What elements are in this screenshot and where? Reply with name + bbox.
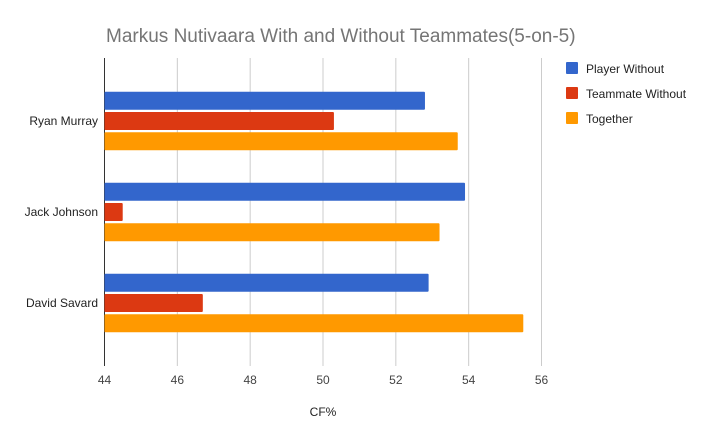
x-axis-label: CF% [310,405,337,419]
x-tick-label: 48 [243,373,257,387]
category-label: David Savard [26,296,98,310]
bar-teammate-without[interactable] [104,112,334,130]
x-tick-label: 54 [462,373,476,387]
legend-swatch [566,62,578,74]
x-tick-label: 50 [316,373,330,387]
bar-player-without[interactable] [104,273,429,292]
x-tick-label: 52 [389,373,403,387]
bar-together[interactable] [104,132,458,151]
category-label: Jack Johnson [25,205,98,219]
x-tick-label: 44 [98,373,112,387]
legend-swatch [566,87,578,99]
category-label: Ryan Murray [29,114,98,128]
chart-title: Markus Nutivaara With and Without Teamma… [106,26,576,47]
x-tick-label: 56 [535,373,549,387]
legend-swatch [566,112,578,124]
bar-teammate-without[interactable] [104,294,203,312]
bar-together[interactable] [104,223,440,242]
bar-together[interactable] [104,314,524,333]
legend-label: Teammate Without [586,87,687,101]
legend-label: Player Without [586,62,665,76]
legend-label: Together [586,112,633,126]
bar-player-without[interactable] [104,91,425,110]
bar-teammate-without[interactable] [104,203,123,221]
x-tick-label: 46 [171,373,185,387]
bar-player-without[interactable] [104,182,466,201]
